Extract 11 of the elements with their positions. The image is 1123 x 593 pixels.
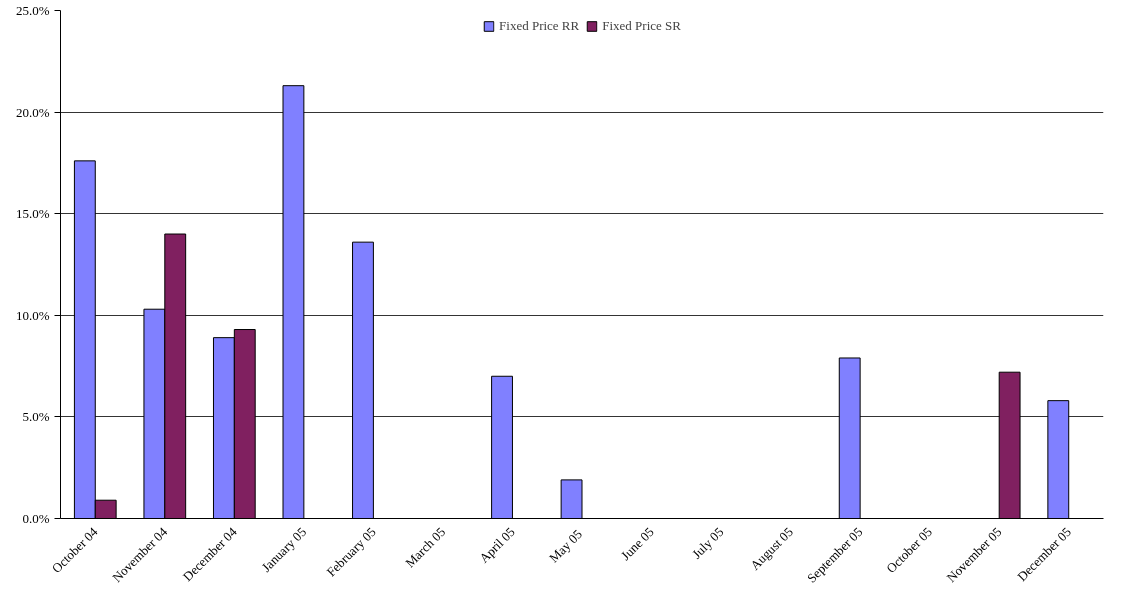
x-tick-label: July 05 [688, 524, 727, 562]
legend-label: Fixed Price SR [602, 18, 681, 34]
y-tick-label: 25.0% [15, 3, 50, 18]
y-tick-label: 5.0% [22, 409, 50, 425]
y-tick-label: 20.0% [15, 104, 50, 120]
x-tick-label: May 05 [546, 526, 586, 566]
y-tick-label: 0.0% [22, 511, 50, 526]
y-tick-label: 15.0% [15, 206, 50, 222]
x-tick-label: June 05 [617, 524, 657, 564]
y-tick-label: 10.0% [15, 307, 50, 323]
legend-label: Fixed Price RR [499, 18, 580, 34]
